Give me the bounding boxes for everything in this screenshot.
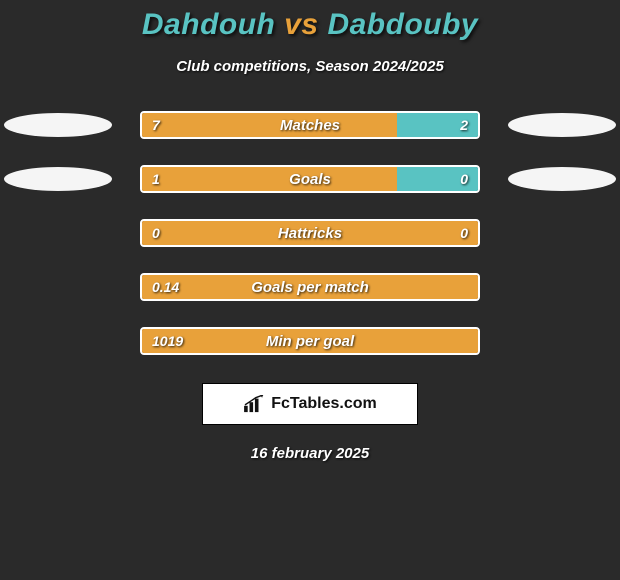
- player2-marker: [508, 113, 616, 137]
- p1-segment: [142, 275, 478, 299]
- p2-segment: [397, 167, 478, 191]
- player1-name: Dahdouh: [142, 8, 275, 41]
- player1-marker: [4, 113, 112, 137]
- brand-text: FcTables.com: [271, 395, 377, 413]
- chart-icon: [243, 395, 265, 413]
- vs-word: vs: [284, 8, 318, 41]
- stat-row: 72Matches: [0, 111, 620, 139]
- player1-marker: [4, 167, 112, 191]
- p2-segment: [397, 113, 478, 137]
- player2-marker: [508, 167, 616, 191]
- subtitle: Club competitions, Season 2024/2025: [0, 58, 620, 75]
- player2-name: Dabdouby: [327, 8, 478, 41]
- p1-segment: [142, 113, 397, 137]
- infographic-root: Dahdouh vs Dabdouby Club competitions, S…: [0, 0, 620, 462]
- stat-row: 0.14Goals per match: [0, 273, 620, 301]
- footer-date: 16 february 2025: [0, 445, 620, 462]
- stat-bar: 10Goals: [140, 165, 480, 193]
- stat-row: 00Hattricks: [0, 219, 620, 247]
- page-title: Dahdouh vs Dabdouby: [0, 8, 620, 42]
- stat-row: 1019Min per goal: [0, 327, 620, 355]
- brand-badge: FcTables.com: [202, 383, 418, 425]
- p1-segment: [142, 167, 397, 191]
- stat-bar: 0.14Goals per match: [140, 273, 480, 301]
- stat-bar: 1019Min per goal: [140, 327, 480, 355]
- p1-segment: [142, 329, 478, 353]
- stat-bar: 00Hattricks: [140, 219, 480, 247]
- stat-bar: 72Matches: [140, 111, 480, 139]
- stat-rows: 72Matches 10Goals 00Hattricks 0.14Goals per…: [0, 111, 620, 355]
- stat-row: 10Goals: [0, 165, 620, 193]
- p1-segment: [142, 221, 478, 245]
